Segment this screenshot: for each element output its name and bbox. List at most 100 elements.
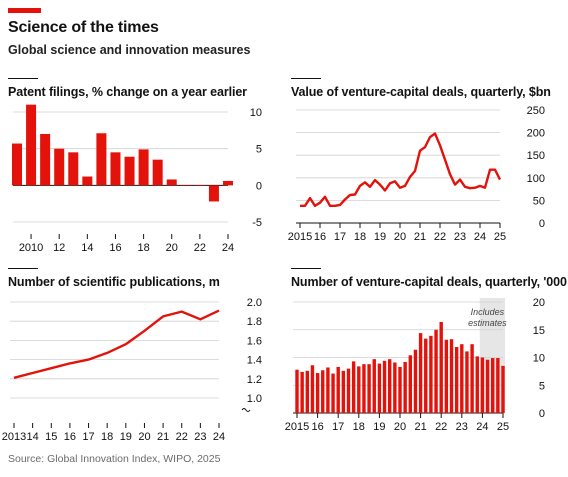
bar [418, 333, 423, 413]
vc-value-chart: 250 200 150 100 50 0 2015 16 17 18 19 20 21 22 23 24 25 [288, 105, 545, 243]
vc-value-title: Value of venture-capital deals, quarterl… [291, 85, 551, 99]
x-tick-label: 15 [45, 431, 57, 443]
bar [295, 369, 299, 413]
bar [460, 344, 464, 413]
bar [475, 356, 479, 413]
bar [444, 339, 449, 413]
bar [362, 364, 366, 413]
bar [465, 351, 469, 413]
bar [377, 363, 382, 413]
bar [367, 364, 371, 413]
x-tick-label: 22 [434, 231, 446, 243]
y-tick-label: 100 [527, 173, 545, 185]
bar [315, 373, 320, 413]
bar [223, 180, 233, 186]
x-tick-label: 23 [456, 421, 468, 433]
y-tick-label: 5 [539, 380, 545, 392]
y-tick-label: -5 [252, 217, 262, 229]
x-tick-label: 20 [138, 431, 150, 443]
bar [124, 156, 135, 186]
x-tick-label: 16 [64, 431, 76, 443]
x-tick-label: 12 [53, 242, 65, 254]
x-tick-label: 20 [394, 421, 406, 433]
estimates-annotation: Includes estimates [468, 307, 507, 328]
y-tick-label: 200 [527, 128, 545, 140]
patent-filings-chart: 10 5 0 -5 2010 12 14 16 18 20 22 24 [12, 104, 262, 254]
bar [346, 368, 351, 413]
bar [54, 148, 65, 186]
bar [454, 346, 459, 413]
y-tick-label: 150 [527, 150, 545, 162]
bar [82, 176, 93, 186]
page-subtitle: Global science and innovation measures [8, 43, 251, 57]
bar [496, 358, 500, 413]
bar [382, 360, 387, 413]
panel-rule [8, 78, 38, 79]
bar [321, 370, 325, 413]
bar [166, 179, 177, 186]
bar [180, 185, 191, 186]
y-tick-label: 1.4 [247, 355, 262, 367]
bar [40, 134, 51, 186]
x-tick-label: 24 [222, 242, 234, 254]
bar [138, 149, 149, 186]
x-tick-label: 16 [314, 231, 326, 243]
series-line [300, 132, 502, 208]
x-tick-label: 17 [334, 231, 346, 243]
axis-break-mark [241, 408, 251, 412]
x-tick-label: 19 [120, 431, 132, 443]
bar [388, 359, 392, 413]
publications-title: Number of scientific publications, m [8, 275, 220, 289]
bar [96, 133, 107, 186]
x-tick-label: 22 [194, 242, 206, 254]
patent-filings-panel: Patent filings, % change on a year earli… [8, 78, 270, 254]
x-tick-label: 19 [374, 231, 386, 243]
bar [152, 159, 163, 186]
bar [439, 321, 443, 413]
panel-rule [291, 268, 321, 269]
bar [110, 152, 121, 186]
x-tick-label: 20 [166, 242, 178, 254]
y-tick-label: 1.6 [247, 335, 262, 347]
x-tick-label: 24 [213, 431, 225, 443]
y-tick-label: 10 [250, 107, 262, 119]
x-tick-label: 16 [311, 421, 323, 433]
x-tick-label: 23 [454, 231, 466, 243]
y-tick-label: 1.2 [247, 374, 262, 386]
bar [501, 365, 505, 413]
bar [300, 371, 304, 413]
y-tick-label: 15 [533, 325, 545, 337]
y-tick-label: 2.0 [247, 297, 262, 309]
brand-accent-bar [8, 8, 41, 13]
bar [424, 338, 428, 413]
bar [12, 143, 22, 186]
y-tick-label: 10 [533, 353, 545, 365]
panel-rule [291, 78, 321, 79]
series-line [13, 309, 220, 379]
bar [310, 365, 315, 413]
x-tick-label: 14 [81, 242, 93, 254]
x-tick-label: 2010 [19, 242, 43, 254]
bar [208, 185, 219, 202]
bar [429, 335, 433, 413]
page-title: Science of the times [8, 19, 159, 36]
x-tick-label: 22 [176, 431, 188, 443]
bar [398, 366, 402, 413]
source-note: Source: Global Innovation Index, WIPO, 2… [8, 453, 221, 465]
bar [305, 370, 309, 413]
x-tick-label: 21 [414, 231, 426, 243]
x-tick-label: 17 [332, 421, 344, 433]
vc-count-title: Number of venture-capital deals, quarter… [291, 275, 567, 289]
bar [372, 359, 376, 413]
x-tick-label: 23 [194, 431, 206, 443]
y-tick-label: 250 [527, 105, 545, 117]
x-tick-label: 21 [157, 431, 169, 443]
x-tick-label: 25 [497, 421, 509, 433]
x-tick-label: 18 [353, 421, 365, 433]
y-tick-label: 20 [533, 297, 545, 309]
x-tick-label: 2015 [288, 231, 312, 243]
y-tick-label: 1.0 [247, 393, 262, 405]
x-tick-label: 25 [494, 231, 506, 243]
bar [68, 152, 79, 186]
